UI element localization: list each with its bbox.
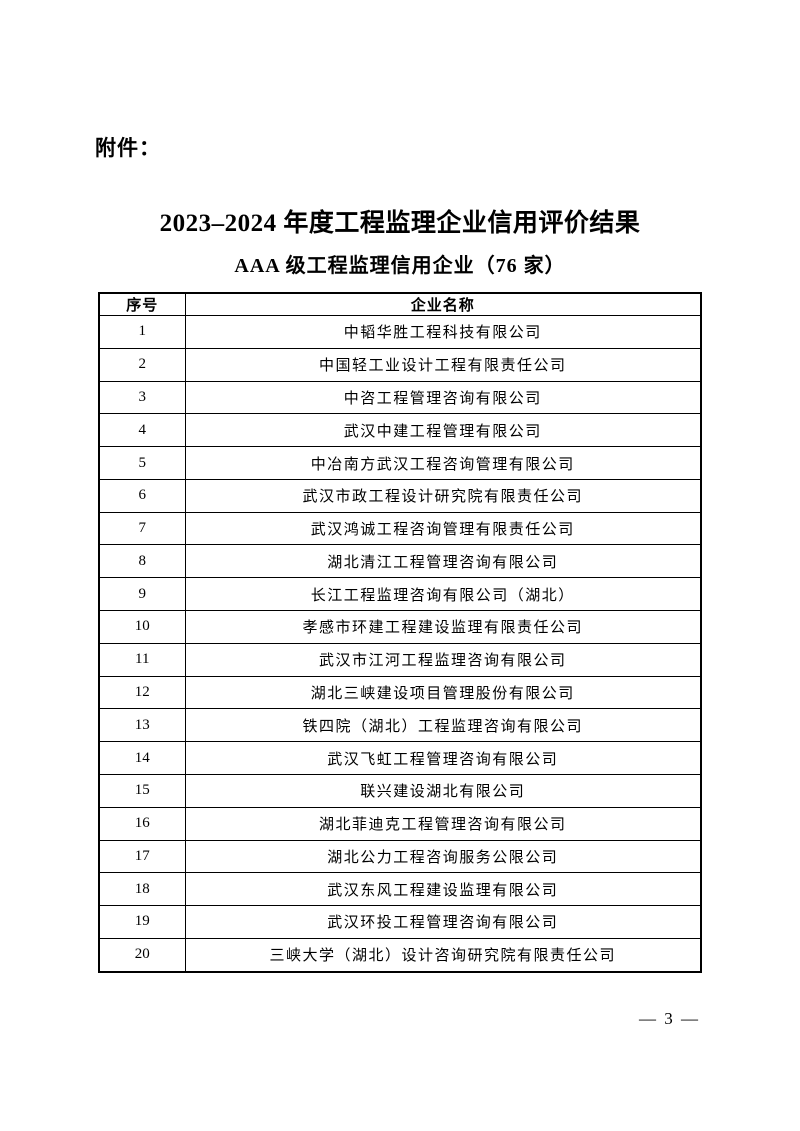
- attachment-label: 附件：: [95, 137, 161, 160]
- row-company-name: 联兴建设湖北有限公司: [184, 773, 702, 808]
- row-serial: 4: [98, 413, 186, 448]
- document-subtitle: AAA 级工程监理信用企业（76 家）: [234, 255, 566, 277]
- table-header-row: 序号 企业名称: [98, 292, 702, 316]
- table-row: 3 中咨工程管理咨询有限公司: [98, 380, 702, 415]
- row-company-name: 中韬华胜工程科技有限公司: [184, 315, 702, 349]
- row-serial: 12: [98, 675, 186, 710]
- row-company-name: 湖北菲迪克工程管理咨询有限公司: [184, 806, 702, 841]
- table-row: 4 武汉中建工程管理有限公司: [98, 413, 702, 448]
- row-serial: 14: [98, 741, 186, 775]
- table-row: 2 中国轻工业设计工程有限责任公司: [98, 347, 702, 382]
- table-row: 16 湖北菲迪克工程管理咨询有限公司: [98, 806, 702, 841]
- row-serial: 1: [98, 315, 186, 349]
- table-row: 15 联兴建设湖北有限公司: [98, 773, 702, 808]
- row-serial: 5: [98, 446, 186, 480]
- row-company-name: 长江工程监理咨询有限公司（湖北）: [184, 577, 702, 612]
- document-title: 2023–2024 年度工程监理企业信用评价结果: [159, 210, 641, 237]
- table-row: 17 湖北公力工程咨询服务公限公司: [98, 839, 702, 874]
- row-company-name: 武汉市政工程设计研究院有限责任公司: [184, 478, 702, 513]
- row-serial: 18: [98, 872, 186, 907]
- row-serial: 6: [98, 478, 186, 513]
- row-company-name: 武汉东风工程建设监理有限公司: [184, 872, 702, 907]
- row-serial: 15: [98, 773, 186, 808]
- table-row: 20 三峡大学（湖北）设计咨询研究院有限责任公司: [98, 937, 702, 973]
- table-row: 7 武汉鸿诚工程咨询管理有限责任公司: [98, 511, 702, 546]
- row-serial: 17: [98, 839, 186, 874]
- row-serial: 19: [98, 905, 186, 939]
- row-company-name: 铁四院（湖北）工程监理咨询有限公司: [184, 708, 702, 743]
- table-row: 9 长江工程监理咨询有限公司（湖北）: [98, 577, 702, 612]
- row-company-name: 中咨工程管理咨询有限公司: [184, 380, 702, 415]
- row-company-name: 孝感市环建工程建设监理有限责任公司: [184, 610, 702, 644]
- row-serial: 8: [98, 544, 186, 579]
- row-company-name: 湖北公力工程咨询服务公限公司: [184, 839, 702, 874]
- table-row: 19 武汉环投工程管理咨询有限公司: [98, 905, 702, 939]
- table-row: 13 铁四院（湖北）工程监理咨询有限公司: [98, 708, 702, 743]
- company-table: 序号 企业名称 1 中韬华胜工程科技有限公司 2 中国轻工业设计工程有限责任公司 3 中咨…: [98, 292, 702, 973]
- table-row: 10 孝感市环建工程建设监理有限责任公司: [98, 610, 702, 644]
- table-row: 18 武汉东风工程建设监理有限公司: [98, 872, 702, 907]
- row-company-name: 武汉飞虹工程管理咨询有限公司: [184, 741, 702, 775]
- row-company-name: 武汉市江河工程监理咨询有限公司: [184, 642, 702, 677]
- table-row: 1 中韬华胜工程科技有限公司: [98, 315, 702, 349]
- row-serial: 7: [98, 511, 186, 546]
- row-company-name: 中冶南方武汉工程咨询管理有限公司: [184, 446, 702, 480]
- row-company-name: 三峡大学（湖北）设计咨询研究院有限责任公司: [184, 937, 702, 973]
- row-serial: 3: [98, 380, 186, 415]
- table-row: 8 湖北清江工程管理咨询有限公司: [98, 544, 702, 579]
- row-serial: 20: [98, 937, 186, 973]
- page-number: — 3 —: [639, 1009, 700, 1028]
- table-row: 14 武汉飞虹工程管理咨询有限公司: [98, 741, 702, 775]
- row-company-name: 武汉环投工程管理咨询有限公司: [184, 905, 702, 939]
- row-company-name: 中国轻工业设计工程有限责任公司: [184, 347, 702, 382]
- row-company-name: 武汉鸿诚工程咨询管理有限责任公司: [184, 511, 702, 546]
- row-serial: 9: [98, 577, 186, 612]
- row-serial: 2: [98, 347, 186, 382]
- table-row: 6 武汉市政工程设计研究院有限责任公司: [98, 478, 702, 513]
- row-serial: 10: [98, 610, 186, 644]
- table-row: 11 武汉市江河工程监理咨询有限公司: [98, 642, 702, 677]
- column-header-company: 企业名称: [184, 292, 702, 316]
- row-company-name: 湖北三峡建设项目管理股份有限公司: [184, 675, 702, 710]
- row-serial: 13: [98, 708, 186, 743]
- row-company-name: 武汉中建工程管理有限公司: [184, 413, 702, 448]
- table-row: 5 中冶南方武汉工程咨询管理有限公司: [98, 446, 702, 480]
- column-header-serial: 序号: [98, 292, 186, 316]
- table-row: 12 湖北三峡建设项目管理股份有限公司: [98, 675, 702, 710]
- row-company-name: 湖北清江工程管理咨询有限公司: [184, 544, 702, 579]
- row-serial: 11: [98, 642, 186, 677]
- row-serial: 16: [98, 806, 186, 841]
